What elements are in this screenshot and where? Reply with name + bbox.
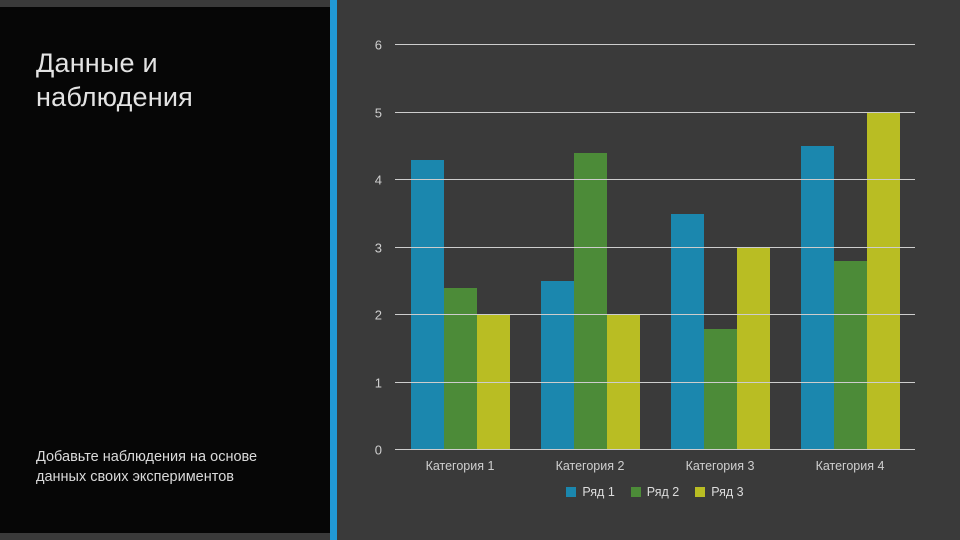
gridline-3 [395,246,915,248]
gridline-0 [395,449,915,450]
slide-title: Данные и наблюдения [36,48,193,112]
y-tick-label-1: 1 [374,375,382,391]
y-tick-label-2: 2 [374,307,382,323]
legend-label: Ряд 3 [711,485,744,499]
y-tick-label-6: 6 [374,37,382,53]
bar-series1-cat4 [800,146,834,450]
legend-item-3: Ряд 3 [695,485,744,499]
bar-series3-cat3 [736,247,770,450]
bar-groups [395,45,915,450]
y-tick-label-4: 4 [374,172,382,188]
bar-group-1 [395,45,525,450]
x-axis-label-2: Категория 2 [555,459,625,473]
x-axis-label-3: Категория 3 [685,459,755,473]
legend-swatch-icon [695,487,706,497]
legend-item-2: Ряд 2 [630,485,680,499]
bar-series2-cat1 [443,288,477,450]
bar-group-3 [655,45,785,450]
x-axis-labels: Категория 1 Категория 2 Категория 3 Категор… [395,459,915,473]
gridline-1 [395,381,915,383]
x-axis-label-1: Категория 1 [425,459,495,473]
bar-group-2 [525,45,655,450]
bar-series1-cat1 [410,159,444,450]
legend-item-1: Ряд 1 [566,485,615,499]
legend-swatch-icon [566,487,577,497]
gridline-4 [395,179,915,181]
gridline-6 [395,44,915,45]
legend-swatch-icon [630,487,641,497]
y-tick-label-5: 5 [374,105,382,120]
legend-label: Ряд 2 [646,485,680,499]
chart-area: Категория 1 Категория 2 Категория 3 Категор… [337,0,960,540]
bar-group-4 [785,45,915,450]
bar-series2-cat2 [573,153,607,450]
y-tick-label-3: 3 [374,240,382,255]
bar-series1-cat2 [540,281,574,450]
gridline-2 [395,314,915,316]
bar-series2-cat4 [833,261,867,450]
chart-legend: Ряд 1 Ряд 2 Ряд 3 [395,485,915,499]
sidebar-panel: Данные и наблюдения Добавьте наблюдения … [0,7,330,533]
gridline-5 [395,111,915,113]
x-axis-label-4: Категория 4 [815,459,885,473]
legend-label: Ряд 1 [582,485,615,499]
accent-bar [330,0,337,540]
bar-series2-cat3 [703,328,737,450]
bar-series1-cat3 [670,213,704,450]
slide-subtitle: Добавьте наблюдения на основе данных сво… [36,449,258,485]
bar-series3-cat4 [866,112,900,450]
plot-area: Категория 1 Категория 2 Категория 3 Категор… [375,38,915,499]
y-tick-label-0: 0 [374,442,382,458]
